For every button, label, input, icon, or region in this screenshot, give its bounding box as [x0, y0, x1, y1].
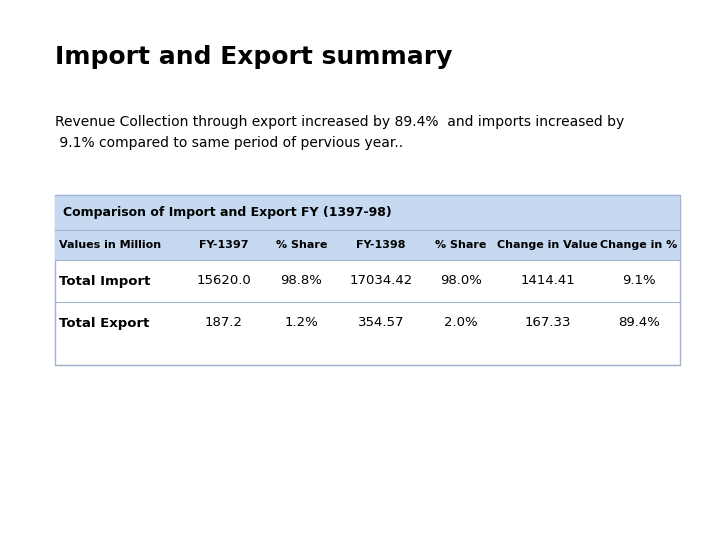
Text: 1.2%: 1.2% [284, 316, 318, 329]
Text: 89.4%: 89.4% [618, 316, 660, 329]
Text: 1414.41: 1414.41 [521, 274, 575, 287]
Text: 17034.42: 17034.42 [350, 274, 413, 287]
Text: Change in Value: Change in Value [498, 240, 598, 250]
Text: 187.2: 187.2 [204, 316, 243, 329]
Text: 98.8%: 98.8% [280, 274, 323, 287]
Text: Comparison of Import and Export FY (1397-98): Comparison of Import and Export FY (1397… [63, 206, 392, 219]
Text: Total Export: Total Export [59, 316, 149, 329]
Text: 98.0%: 98.0% [440, 274, 482, 287]
Text: Change in %: Change in % [600, 240, 678, 250]
Text: 15620.0: 15620.0 [197, 274, 251, 287]
Text: Import and Export summary: Import and Export summary [55, 45, 452, 69]
Text: FY-1397: FY-1397 [199, 240, 248, 250]
Text: Total Import: Total Import [59, 274, 150, 287]
Text: 167.33: 167.33 [524, 316, 571, 329]
Text: Values in Million: Values in Million [59, 240, 161, 250]
Text: 9.1%: 9.1% [622, 274, 656, 287]
Text: 2.0%: 2.0% [444, 316, 478, 329]
Text: Revenue Collection through export increased by 89.4%  and imports increased by
 : Revenue Collection through export increa… [55, 115, 624, 150]
Text: % Share: % Share [276, 240, 327, 250]
Text: FY-1398: FY-1398 [356, 240, 406, 250]
Text: % Share: % Share [436, 240, 487, 250]
Text: 354.57: 354.57 [358, 316, 405, 329]
